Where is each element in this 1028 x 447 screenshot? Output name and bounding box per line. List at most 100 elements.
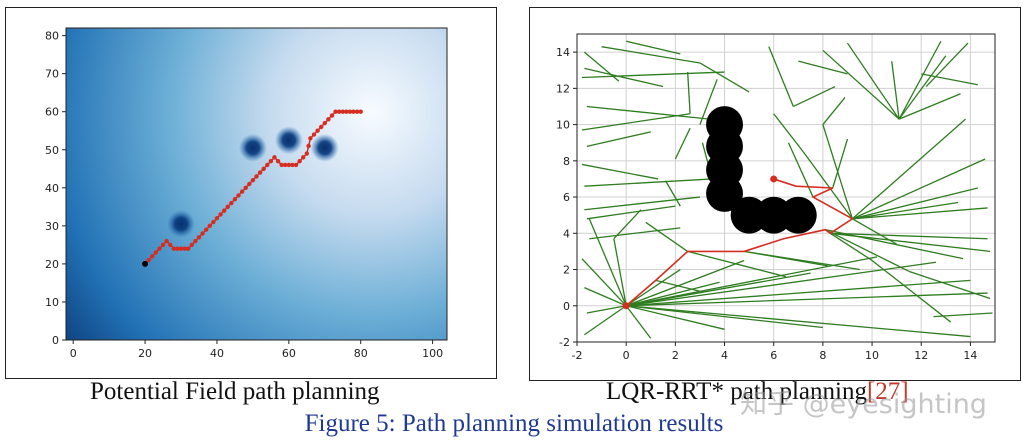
start-point: [142, 260, 149, 267]
tree-edge: [626, 281, 720, 307]
x-tick-label: 20: [138, 347, 152, 360]
tree-edge: [768, 46, 794, 107]
lqr-rrt-panel: -2 0 2 4 6 8 10 12 14 -2 0 2 4 6 8 10 12 14: [529, 7, 1021, 381]
tree-edge: [581, 71, 725, 79]
tree-edge: [793, 85, 836, 108]
tree-edge: [655, 279, 701, 292]
path-point: [306, 143, 311, 149]
path-point: [243, 185, 248, 191]
path-point: [232, 197, 238, 202]
path-point: [297, 158, 302, 164]
tree-edge: [584, 287, 627, 307]
obstacle: [779, 196, 817, 234]
path-point: [160, 242, 166, 248]
path-point: [150, 254, 155, 259]
path-point: [311, 132, 317, 137]
path-point: [250, 177, 256, 183]
path-point: [261, 166, 266, 171]
tree-edge: [832, 138, 849, 189]
tree-edge: [581, 163, 659, 180]
path-point: [221, 208, 227, 213]
tree-edge: [626, 279, 971, 307]
tree-edge: [625, 259, 745, 307]
path-point: [340, 109, 345, 114]
path-point: [286, 162, 292, 168]
tree-edge: [825, 229, 964, 260]
tree-edge: [601, 46, 701, 64]
tree-edge: [626, 305, 823, 329]
y-tick-label: 14: [556, 46, 570, 59]
path-point: [168, 242, 173, 248]
figure-caption: Figure 5: Path planning simulation resul…: [304, 410, 724, 437]
path-point: [153, 250, 159, 255]
potential-field-background: [66, 28, 447, 340]
path-point: [351, 109, 356, 114]
tree-edge: [822, 97, 846, 125]
tree-edge: [645, 221, 689, 252]
tree-edge: [898, 55, 947, 120]
path-point: [275, 158, 281, 164]
tree-edge: [851, 118, 966, 220]
x-tick-label: 6: [770, 349, 777, 362]
path-point: [304, 151, 310, 156]
caption-lqr-rrt-text: LQR-RRT* path planning: [606, 378, 867, 405]
path-point: [333, 109, 338, 114]
path-point: [218, 212, 223, 217]
citation-link[interactable]: [27]: [866, 378, 909, 405]
y-tick-label: 0: [52, 334, 59, 347]
tree-edge: [584, 196, 701, 211]
y-tick-label: 6: [563, 191, 570, 204]
x-tick-label: 0: [70, 347, 77, 360]
path-point: [146, 257, 151, 263]
lqr-rrt-plot: -2 0 2 4 6 8 10 12 14 -2 0 2 4 6 8 10 12 14: [556, 33, 996, 362]
y-tick-label: -2: [559, 336, 570, 349]
tree-edge: [787, 142, 814, 198]
tree-edge: [581, 113, 691, 131]
path-point: [254, 174, 259, 179]
x-tick-label: 0: [623, 349, 630, 362]
tree-edge: [829, 232, 873, 262]
path-point: [171, 246, 177, 251]
path-point: [175, 246, 180, 251]
path-point: [182, 246, 187, 251]
tree-edge: [625, 305, 652, 339]
obstacle: [274, 126, 303, 155]
tree-edge: [921, 73, 978, 86]
y-tick-label: 30: [45, 220, 59, 233]
obstacle: [706, 174, 743, 212]
y-tick-label: 12: [556, 82, 570, 95]
path-point: [229, 200, 234, 206]
tree-edge: [686, 72, 691, 114]
x-tick-label: 100: [422, 347, 443, 360]
tree-edge: [852, 158, 986, 220]
tree-edge: [699, 79, 718, 125]
path-point: [164, 238, 169, 244]
path-point: [268, 158, 274, 164]
tree-edge: [626, 305, 971, 338]
x-tick-label: 2: [672, 349, 679, 362]
tree-edge: [586, 305, 627, 314]
path-point: [189, 242, 195, 248]
tree-edge: [626, 305, 725, 330]
x-tick-label: 60: [282, 347, 296, 360]
y-tick-label: 0: [563, 300, 570, 313]
start-point: [622, 302, 630, 310]
y-tick-label: 40: [45, 182, 59, 195]
x-tick-label: 8: [819, 349, 826, 362]
tree-edge: [825, 229, 910, 272]
tree-edge: [852, 207, 988, 220]
y-tick-label: 50: [45, 144, 59, 157]
path-point: [186, 246, 191, 251]
tree-edge: [687, 250, 787, 278]
obstacle: [310, 133, 339, 162]
x-tick-label: 14: [963, 349, 977, 362]
y-tick-label: 60: [45, 106, 59, 119]
path-point: [247, 181, 252, 187]
path-point: [318, 124, 324, 130]
tree-edge: [852, 201, 959, 220]
path-point: [301, 155, 306, 160]
x-tick-label: -2: [572, 349, 583, 362]
path-point: [326, 117, 331, 122]
tree-edge: [584, 305, 627, 336]
path-point: [178, 246, 184, 251]
